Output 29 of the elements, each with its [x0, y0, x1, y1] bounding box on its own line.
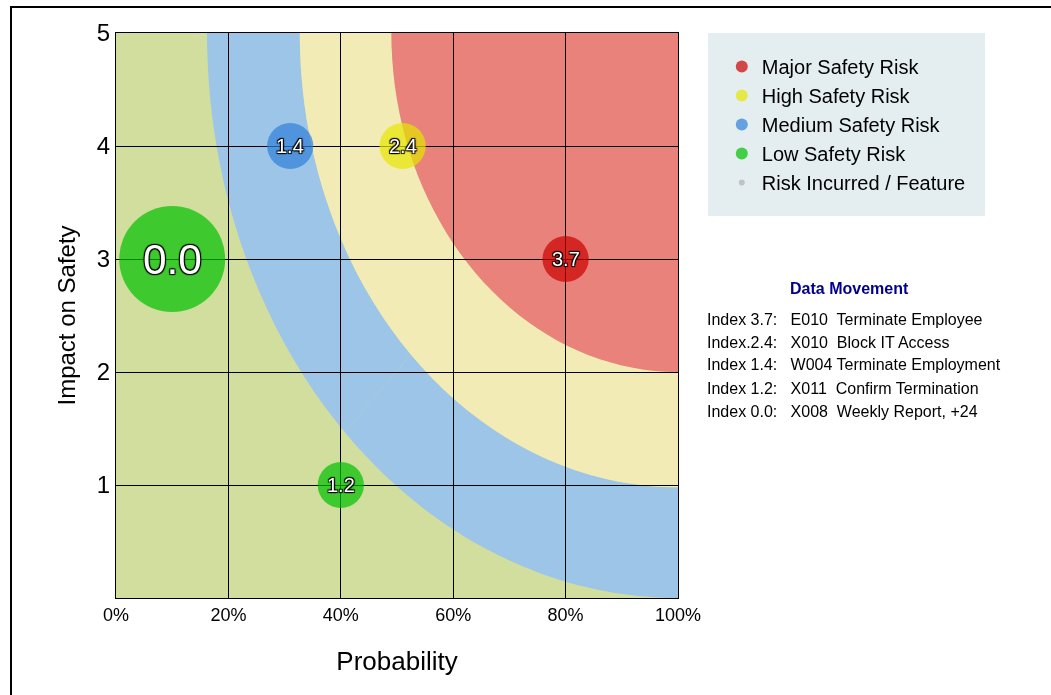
annotation: 2.4 — [389, 135, 417, 157]
annotation: 1.4 — [276, 135, 304, 157]
text: Index 3.7: E010 Terminate Employee — [707, 311, 983, 328]
y-tick-label: 4 — [96, 132, 111, 160]
annotation: 1.2 — [327, 474, 355, 496]
x-tick-label: 40% — [322, 604, 359, 625]
text: Index.2.4: X010 Block IT Access — [707, 334, 950, 351]
text: Index 0.0: X008 Weekly Report, +24 — [707, 403, 978, 420]
y-tick-label: 1 — [96, 471, 111, 499]
legend-label: Medium Safety Risk — [761, 114, 941, 137]
y-tick-label: 2 — [96, 358, 111, 386]
x-axis-title: Probability — [336, 646, 458, 677]
legend-label: Risk Incurred / Feature — [761, 172, 966, 195]
x-tick-label: 0% — [102, 604, 130, 625]
y-axis-title: Impact on Safety — [52, 225, 80, 406]
text: Index 1.4: W004 Terminate Employment — [707, 356, 1001, 373]
legend-label: Major Safety Risk — [761, 56, 920, 79]
legend-label: High Safety Risk — [761, 85, 911, 108]
x-tick-label: 60% — [435, 604, 472, 625]
x-tick-label: 20% — [210, 604, 247, 625]
y-tick-label: 3 — [96, 245, 111, 273]
annotation: 3.7 — [552, 248, 580, 270]
text: Index 1.2: X011 Confirm Termination — [707, 380, 979, 397]
x-tick-label: 80% — [547, 604, 584, 625]
y-tick-label: 5 — [96, 19, 111, 47]
text: Data Movement — [790, 280, 909, 297]
x-tick-label: 100% — [654, 604, 702, 625]
annotation: 0.0 — [143, 236, 202, 283]
legend-label: Low Safety Risk — [761, 143, 907, 166]
